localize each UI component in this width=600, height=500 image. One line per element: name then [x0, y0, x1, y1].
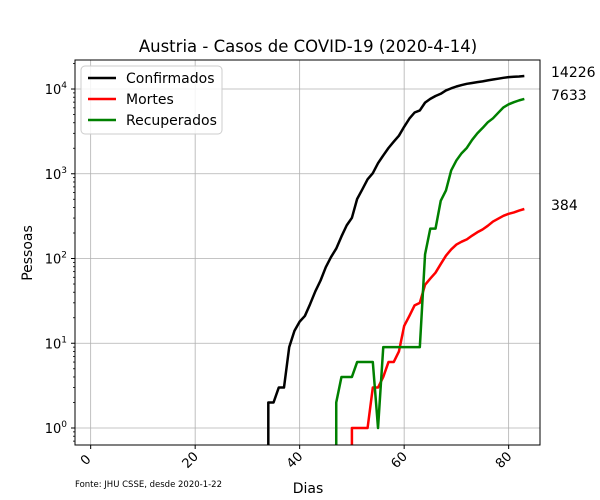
series-line-recuperados — [334, 97, 525, 445]
x-axis-ticks: 0 20 40 60 80 — [78, 445, 515, 472]
series-lines — [267, 74, 525, 445]
end-value-mortes: 384 — [551, 198, 578, 214]
y-axis-ticks: 100 101 102 103 104 — [45, 63, 75, 442]
legend: Confirmados Mortes Recuperados — [80, 65, 223, 135]
x-tick-label: 20 — [180, 449, 202, 471]
y-tick-label: 101 — [45, 335, 67, 352]
legend-label-confirmados: Confirmados — [126, 71, 215, 87]
legend-frame — [80, 65, 223, 135]
end-value-confirmados: 14226 — [551, 65, 596, 81]
y-tick-label: 100 — [45, 420, 68, 437]
x-tick-label: 0 — [78, 452, 94, 468]
x-tick-label: 80 — [493, 449, 515, 471]
y-axis-title: Pessoas — [20, 225, 36, 281]
source-note: Fonte: JHU CSSE, desde 2020-1-22 — [75, 480, 222, 490]
chart-title: Austria - Casos de COVID-19 (2020-4-14) — [139, 37, 477, 56]
x-axis-title: Dias — [293, 481, 324, 497]
legend-label-recuperados: Recuperados — [126, 113, 217, 129]
legend-label-mortes: Mortes — [126, 92, 174, 108]
end-value-recuperados: 7633 — [551, 88, 587, 104]
y-tick-label: 104 — [45, 81, 68, 98]
y-tick-label: 102 — [45, 251, 67, 268]
plot-area-frame — [74, 59, 541, 446]
series-line-mortes — [350, 207, 525, 445]
y-tick-label: 103 — [45, 166, 67, 183]
series-line-confirmados — [267, 74, 525, 445]
x-tick-label: 40 — [284, 449, 306, 471]
x-tick-label: 60 — [389, 449, 411, 471]
